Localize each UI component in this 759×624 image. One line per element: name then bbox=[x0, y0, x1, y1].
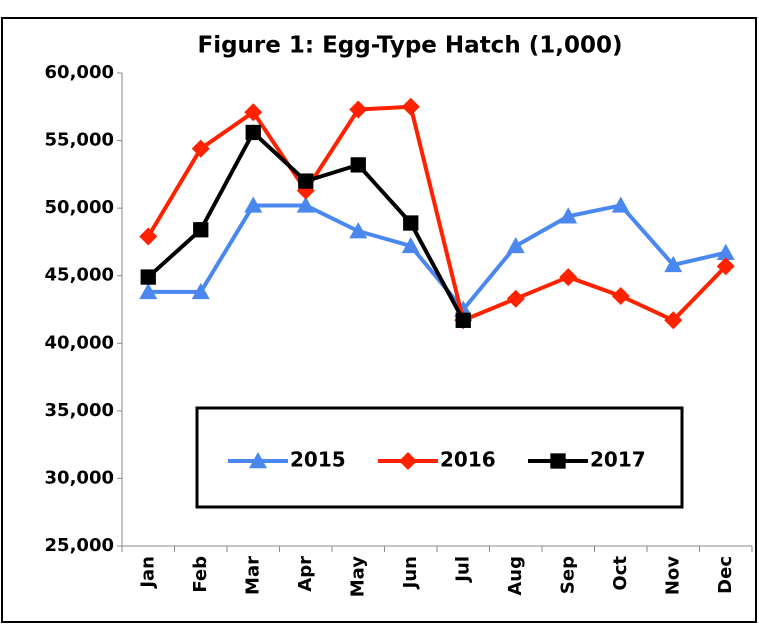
point-marker bbox=[350, 157, 366, 173]
x-tick-label: Feb bbox=[190, 556, 211, 593]
y-tick-label: 30,000 bbox=[45, 467, 114, 488]
point-marker bbox=[403, 215, 419, 231]
point-marker bbox=[139, 282, 158, 300]
point-marker bbox=[506, 236, 525, 254]
point-marker bbox=[191, 139, 210, 158]
point-marker bbox=[193, 222, 209, 238]
point-marker bbox=[716, 257, 735, 276]
point-marker bbox=[140, 269, 156, 285]
y-tick-label: 35,000 bbox=[45, 400, 114, 421]
x-tick-label: Jan bbox=[137, 556, 158, 590]
series-line bbox=[146, 104, 728, 323]
point-marker bbox=[401, 236, 420, 254]
x-tick-label: Aug bbox=[505, 556, 526, 596]
legend-marker bbox=[399, 452, 417, 470]
x-tick-label: Oct bbox=[610, 556, 631, 591]
x-tick-label: May bbox=[347, 556, 368, 598]
legend-marker bbox=[550, 453, 566, 469]
point-marker bbox=[506, 289, 525, 308]
y-tick-label: 40,000 bbox=[45, 332, 114, 353]
point-marker bbox=[245, 124, 261, 141]
point-marker bbox=[611, 196, 630, 213]
point-marker bbox=[191, 282, 210, 300]
series-line bbox=[148, 203, 727, 312]
point-marker bbox=[139, 227, 158, 246]
y-tick-label: 60,000 bbox=[45, 62, 114, 83]
x-tick-label: Jun bbox=[400, 556, 421, 590]
chart-title: Figure 1: Egg-Type Hatch (1,000) bbox=[198, 33, 623, 59]
y-tick-label: 45,000 bbox=[45, 265, 114, 286]
point-marker bbox=[296, 196, 315, 213]
y-tick-label: 50,000 bbox=[45, 197, 114, 218]
x-tick-label: Mar bbox=[242, 556, 263, 595]
point-marker bbox=[455, 312, 471, 328]
point-marker bbox=[664, 311, 683, 330]
chart-frame bbox=[1, 17, 757, 623]
legend-label: 2017 bbox=[590, 448, 646, 472]
point-marker bbox=[716, 243, 735, 260]
x-tick-label: Apr bbox=[295, 556, 316, 592]
point-marker bbox=[559, 207, 578, 224]
point-marker bbox=[559, 268, 578, 287]
y-tick-label: 55,000 bbox=[45, 130, 114, 151]
legend-label: 2015 bbox=[290, 448, 346, 472]
x-tick-label: Dec bbox=[715, 556, 736, 594]
x-tick-label: Jul bbox=[452, 556, 473, 584]
point-marker bbox=[349, 222, 368, 239]
point-marker bbox=[611, 286, 630, 305]
point-marker bbox=[298, 173, 314, 189]
legend-box bbox=[195, 406, 684, 509]
x-tick-label: Nov bbox=[662, 556, 683, 595]
point-marker bbox=[401, 97, 420, 116]
point-marker bbox=[244, 196, 263, 213]
point-marker bbox=[244, 103, 263, 122]
legend-label: 2016 bbox=[440, 448, 496, 472]
legend-marker bbox=[249, 452, 267, 469]
y-tick-label: 25,000 bbox=[45, 535, 114, 556]
point-marker bbox=[664, 255, 683, 273]
x-tick-label: Sep bbox=[557, 556, 578, 594]
point-marker bbox=[349, 100, 368, 119]
